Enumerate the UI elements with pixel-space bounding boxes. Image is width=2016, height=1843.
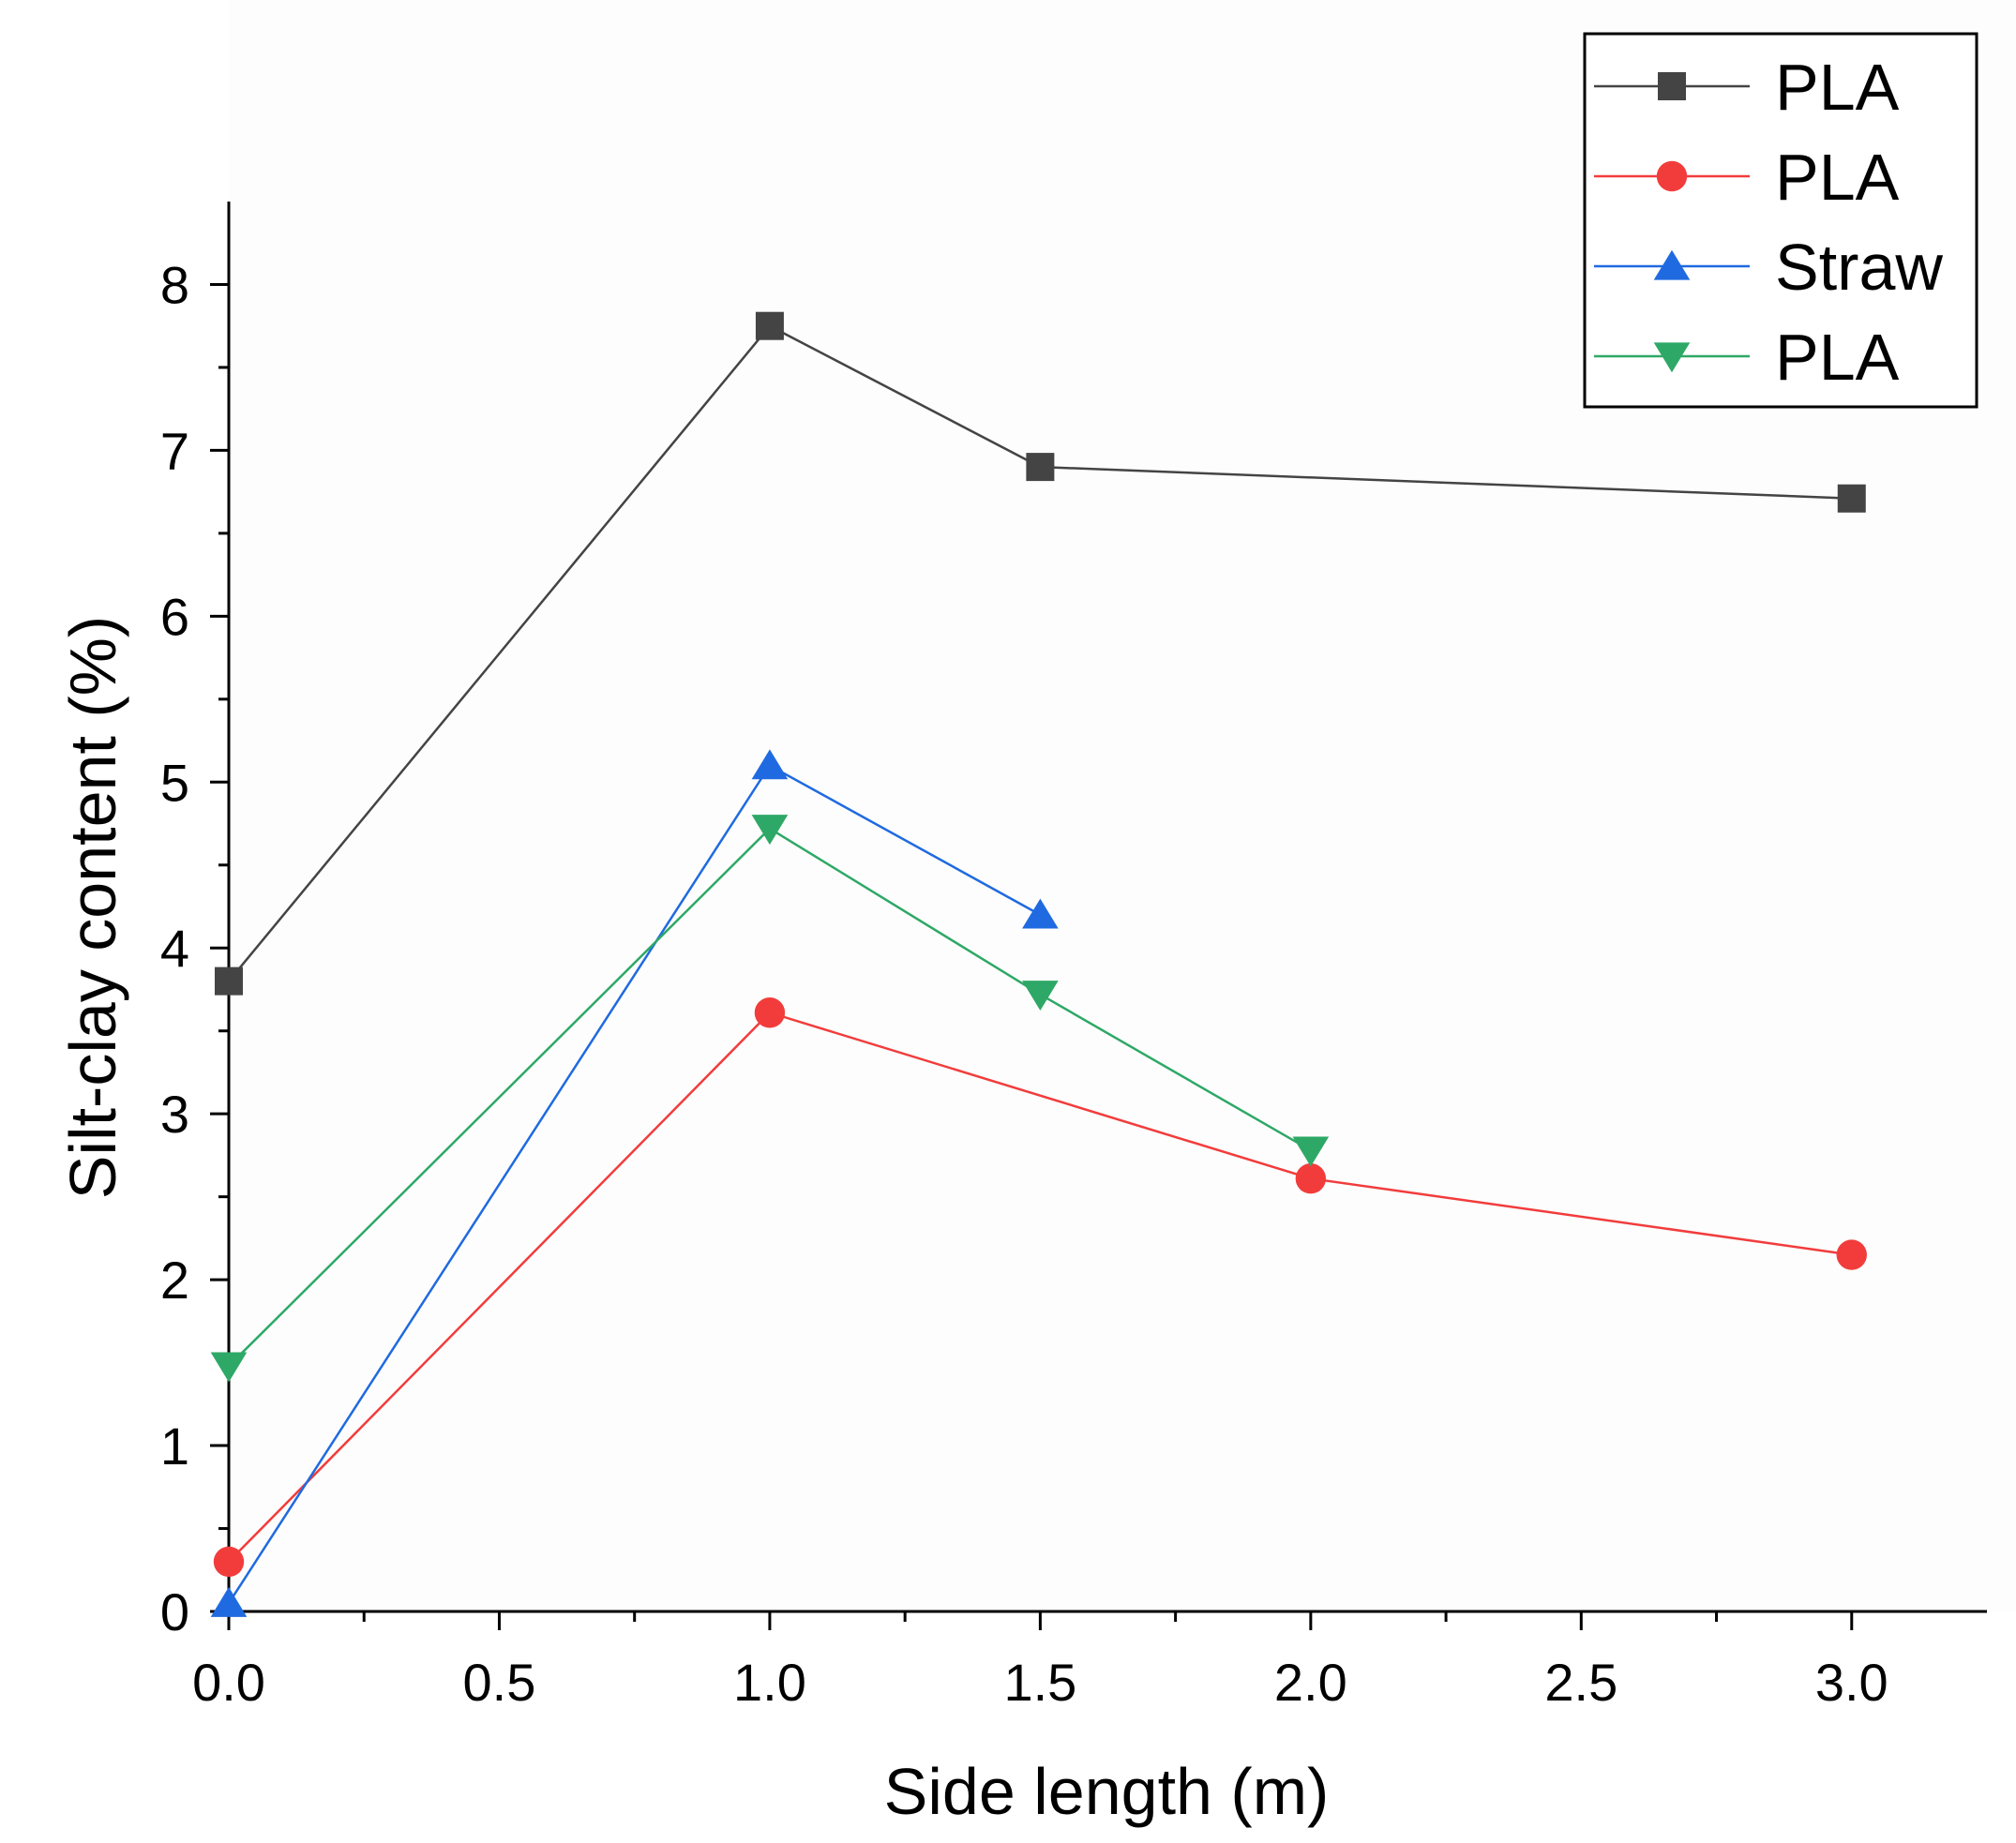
x-tick-label: 2.5 xyxy=(1544,1653,1617,1712)
legend: PLA PLA Straw PLA xyxy=(1583,32,1978,409)
data-point xyxy=(1836,1239,1867,1270)
data-point xyxy=(1295,1162,1327,1194)
legend-marker xyxy=(1656,160,1688,192)
y-tick-label: 0 xyxy=(160,1582,189,1641)
legend-marker xyxy=(1658,72,1686,100)
legend-item: PLA xyxy=(1594,321,1900,394)
series-2 xyxy=(213,997,1867,1578)
series-line xyxy=(228,1011,1852,1563)
data-point xyxy=(1837,484,1866,513)
data-point xyxy=(751,749,789,780)
x-tick-label: 1.5 xyxy=(1003,1653,1076,1712)
legend-label: PLA xyxy=(1775,51,1900,124)
legend-label: Straw xyxy=(1775,231,1943,304)
y-tick-label: 6 xyxy=(160,587,189,646)
series-layer xyxy=(210,311,1867,1617)
y-tick-label: 3 xyxy=(160,1085,189,1144)
data-point xyxy=(210,1586,248,1617)
x-axis-label: Side length (m) xyxy=(884,1755,1330,1828)
x-tick-label: 0.0 xyxy=(192,1653,265,1712)
series-1 xyxy=(215,311,1866,996)
data-point xyxy=(751,815,789,846)
legend-label: PLA xyxy=(1775,141,1900,214)
y-tick-label: 8 xyxy=(160,255,189,314)
y-axis-label: Silt-clay content (%) xyxy=(56,616,129,1199)
legend-marker xyxy=(1653,342,1691,373)
y-tick-label: 2 xyxy=(160,1251,189,1310)
data-point xyxy=(755,311,784,340)
legend-marker xyxy=(1653,249,1691,280)
series-3 xyxy=(210,749,1059,1617)
x-tick-label: 1.0 xyxy=(733,1653,806,1712)
legend-item: PLA xyxy=(1594,141,1900,214)
x-tick-label: 3.0 xyxy=(1815,1653,1888,1712)
data-point xyxy=(210,1352,248,1383)
y-tick-label: 1 xyxy=(160,1416,189,1476)
data-point xyxy=(1026,453,1055,482)
data-point xyxy=(754,997,786,1028)
x-tick-label: 2.0 xyxy=(1274,1653,1347,1712)
series-4 xyxy=(210,815,1330,1383)
x-tick-label: 0.5 xyxy=(463,1653,536,1712)
data-point xyxy=(1022,898,1059,929)
data-point xyxy=(213,1546,245,1578)
data-point xyxy=(215,966,243,996)
series-line xyxy=(228,324,1852,982)
y-tick-label: 7 xyxy=(160,421,189,480)
data-point xyxy=(1022,981,1059,1011)
data-point xyxy=(1292,1136,1330,1167)
y-tick-label: 4 xyxy=(160,919,189,978)
axes: 0.0 0.5 1.0 1.5 2.0 2.5 3.0 0 1 2 3 4 5 6 7 8 xyxy=(160,202,1987,1712)
legend-box xyxy=(1583,32,1978,409)
legend-item: PLA xyxy=(1594,51,1900,124)
legend-item: Straw xyxy=(1594,231,1943,304)
series-line xyxy=(228,827,1312,1368)
legend-label: PLA xyxy=(1775,321,1900,394)
y-tick-label: 5 xyxy=(160,753,189,812)
